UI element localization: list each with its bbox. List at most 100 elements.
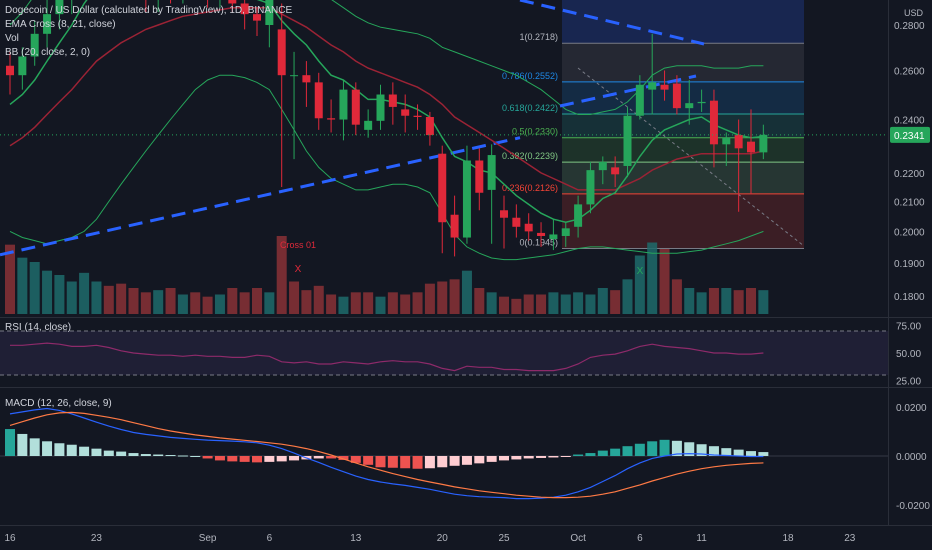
candle-body — [413, 115, 422, 117]
macd-histogram-bar — [523, 456, 534, 459]
price-axis-unit: USD — [904, 8, 924, 18]
rsi-band-fill — [0, 331, 888, 375]
fib-level-label: 0.382(0.2239) — [502, 151, 558, 161]
rsi-axis-tick: 50.00 — [896, 349, 921, 360]
volume-bar — [42, 270, 53, 314]
macd-histogram-bar — [276, 456, 287, 462]
macd-histogram-bar — [375, 456, 386, 468]
macd-histogram-bar — [252, 456, 262, 463]
candle-body — [672, 83, 681, 109]
time-axis-tick: 16 — [4, 533, 16, 544]
volume-bar — [474, 288, 485, 314]
volume-bar — [103, 285, 114, 314]
candle-body — [537, 232, 546, 236]
volume-bar — [54, 275, 65, 314]
candle-body — [635, 84, 644, 116]
candle-body — [327, 118, 336, 120]
macd-legend[interactable]: MACD (12, 26, close, 9) — [5, 398, 112, 409]
volume-bar — [511, 298, 522, 314]
volume-bar — [548, 292, 559, 314]
volume-legend[interactable]: Vol — [5, 33, 19, 44]
volume-bar — [708, 288, 719, 314]
volume-bar — [696, 292, 707, 314]
candle-body — [586, 170, 595, 205]
macd-histogram-bar — [103, 450, 114, 456]
candle-body — [475, 160, 484, 193]
candle-body — [253, 14, 261, 21]
macd-histogram-bar — [128, 453, 139, 456]
cross-marker: X — [295, 264, 302, 275]
macd-axis-tick: 0.0200 — [896, 403, 927, 414]
volume-bar — [449, 279, 460, 314]
macd-histogram-bar — [363, 456, 374, 465]
volume-bar — [239, 292, 250, 314]
volume-bar — [647, 242, 658, 314]
macd-histogram-bar — [733, 449, 744, 456]
bollinger-legend[interactable]: BB (20, close, 2, 0) — [5, 47, 91, 58]
macd-histogram-bar — [66, 444, 77, 456]
volume-bar — [326, 294, 337, 314]
price-axis-tick: 0.2600 — [894, 66, 925, 77]
volume-bar — [128, 288, 139, 314]
candle-body — [425, 116, 434, 136]
macd-histogram-bar — [721, 448, 732, 456]
time-axis-tick: Oct — [570, 533, 586, 544]
ema-legend[interactable]: EMA Cross (8, 21, close) — [5, 19, 116, 30]
macd-signal-line — [9, 411, 764, 499]
macd-histogram-bar — [202, 456, 213, 459]
macd-histogram-bar — [671, 440, 682, 456]
macd-histogram-bar — [659, 439, 670, 456]
macd-histogram-bar — [42, 441, 53, 456]
price-axis-tick: 0.2200 — [894, 169, 925, 180]
symbol-legend[interactable]: Dogecoin / US Dollar (calculated by Trad… — [5, 5, 293, 16]
fib-level-label: 0(0.1945) — [519, 237, 558, 247]
macd-histogram-bar — [412, 456, 423, 469]
macd-histogram-bar — [387, 456, 398, 468]
time-axis-tick: 6 — [267, 533, 273, 544]
volume-bar — [560, 294, 571, 314]
macd-histogram-bar — [424, 456, 435, 469]
macd-histogram-bar — [91, 448, 102, 456]
candle-body — [438, 153, 447, 223]
fib-zone — [562, 162, 804, 194]
time-axis-tick: 6 — [637, 533, 643, 544]
candle-body — [277, 29, 286, 76]
macd-histogram-bar — [708, 446, 719, 456]
volume-bar — [400, 294, 411, 314]
macd-histogram-bar — [116, 451, 127, 456]
macd-histogram-bar — [461, 456, 472, 465]
macd-histogram-bar — [585, 453, 596, 456]
fib-level-label: 0.236(0.2126) — [502, 183, 558, 193]
macd-histogram-bar — [511, 456, 522, 460]
volume-bar — [585, 294, 596, 314]
fib-zone — [562, 113, 804, 138]
volume-bar — [66, 281, 77, 314]
time-axis-tick: 13 — [350, 533, 362, 544]
macd-histogram-bar — [264, 456, 275, 462]
price-axis-tick: 0.2100 — [894, 197, 925, 208]
volume-bar — [153, 290, 164, 314]
volume-bar — [684, 288, 695, 314]
trend-line-breakout — [559, 74, 697, 108]
candle-body — [611, 167, 620, 175]
candle-body — [524, 223, 533, 232]
macd-histogram-bar — [647, 441, 658, 456]
volume-bar — [671, 279, 682, 314]
volume-bar — [190, 292, 201, 314]
candle-body — [462, 160, 471, 238]
volume-bar — [746, 288, 756, 314]
macd-histogram-bar — [190, 456, 201, 457]
rsi-legend[interactable]: RSI (14, close) — [5, 322, 72, 333]
volume-bar — [523, 294, 534, 314]
candle-body — [364, 120, 373, 130]
candle-body — [549, 234, 558, 240]
candle-body — [228, 0, 237, 4]
candle-body — [450, 214, 459, 238]
macd-histogram-bar — [326, 456, 337, 459]
macd-histogram-bar — [696, 444, 707, 456]
candle-body — [747, 141, 755, 153]
candle-body — [722, 137, 731, 145]
macd-histogram-bar — [548, 456, 559, 458]
trend-line-resistance — [519, 0, 705, 46]
